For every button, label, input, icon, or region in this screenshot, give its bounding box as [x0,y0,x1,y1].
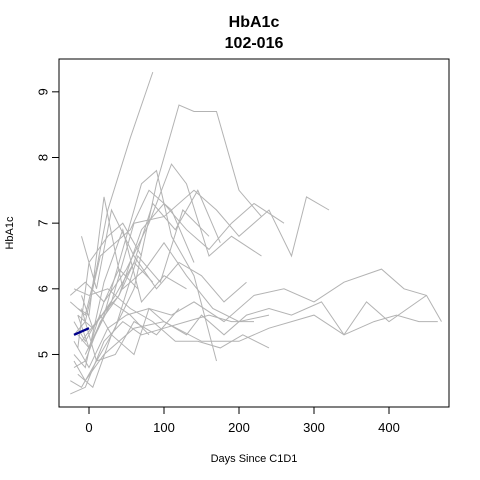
background-series-line-22 [81,308,180,362]
background-series-group [69,71,442,395]
x-tick-label: 0 [85,420,92,435]
x-axis: 0 100 200 300 400 [85,406,400,435]
background-series-line-15 [70,209,210,388]
background-series-line-2 [73,104,262,343]
x-tick-label: 400 [378,420,400,435]
background-series-line-4 [73,314,438,382]
background-series-line-12 [73,288,270,349]
x-tick-label: 100 [153,420,175,435]
background-series-line-10 [81,208,247,303]
y-tick-label: 5 [36,351,51,358]
background-series-line-18 [81,295,150,336]
background-series-line-20 [77,268,139,350]
x-axis-label: Days Since C1D1 [211,453,298,465]
background-series-line-17 [73,261,154,369]
highlight-series-group [73,327,90,336]
plot-frame [58,58,450,408]
background-series-line-5 [77,294,427,389]
y-tick-label: 8 [36,154,51,161]
x-tick-label: 200 [228,420,250,435]
y-axis: 5 6 7 8 9 [36,88,60,358]
y-tick-label: 7 [36,220,51,227]
y-tick-label: 6 [36,285,51,292]
background-series-line-21 [73,189,195,336]
chart-title: HbA1c [229,14,280,31]
background-series-line-13 [77,196,270,323]
background-series-line-1 [69,71,154,317]
highlight-series-line [73,327,90,336]
background-series-line-14 [73,228,187,369]
background-series-line-6 [81,202,285,342]
background-series-line-7 [69,163,262,303]
y-axis-label: HbA1c [4,216,16,250]
background-series-line-3 [77,189,330,349]
background-series-line-16 [77,222,142,348]
chart-subtitle: 102-016 [225,35,284,52]
x-tick-label: 300 [303,420,325,435]
background-series-line-19 [70,314,254,395]
y-tick-label: 9 [36,88,51,95]
background-series-line-11 [84,169,217,362]
